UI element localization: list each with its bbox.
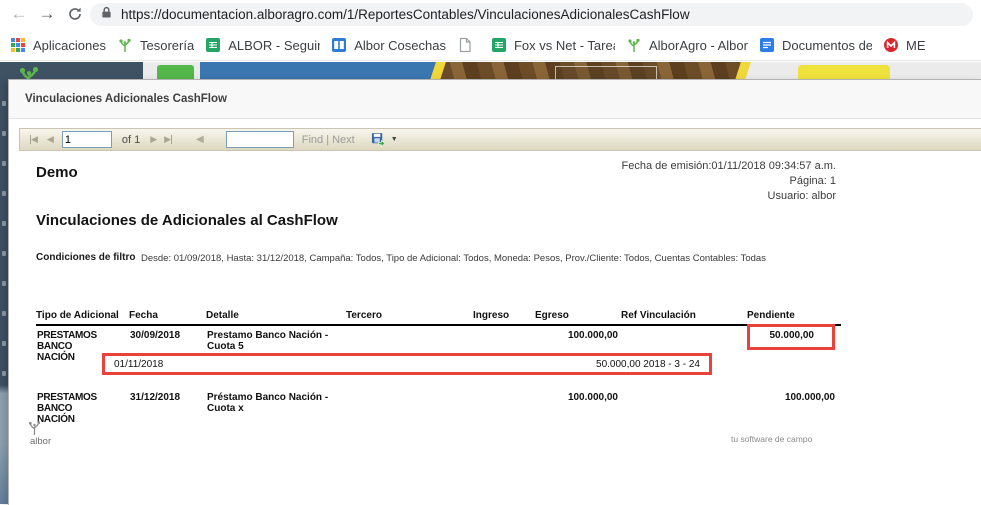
bookmark-tesoreria[interactable]: Tesorería bbox=[117, 37, 194, 53]
col-detalle: Detalle bbox=[206, 307, 346, 326]
export-icon[interactable] bbox=[371, 132, 386, 147]
sheets-icon bbox=[491, 38, 506, 52]
bookmark-label: Fox vs Net - Tareas - bbox=[513, 37, 615, 53]
table-header-row: Tipo de Adicional Fecha Detalle Tercero … bbox=[36, 307, 841, 326]
bookmark-label: ALBOR - Seguimiento bbox=[228, 37, 320, 53]
col-tercero: Tercero bbox=[346, 307, 473, 326]
bookmark-alboragro[interactable]: AlborAgro - Albor bbox=[626, 37, 748, 53]
first-page-icon[interactable]: ◀ bbox=[30, 134, 38, 144]
report-toolbar: ◀ ◀ of 1 ▶ ▶ ◀ Find | Next ▼ bbox=[19, 128, 981, 151]
background-sidebar-sliver bbox=[0, 79, 8, 504]
find-next-links[interactable]: Find | Next bbox=[301, 133, 355, 146]
window-columns-icon bbox=[332, 38, 347, 52]
bookmark-label: Albor Cosechas bbox=[354, 37, 446, 53]
albor-tree-icon bbox=[628, 38, 640, 53]
footer-tagline: tu software de campo bbox=[731, 434, 813, 444]
back-icon[interactable]: ← bbox=[10, 4, 28, 23]
forward-icon[interactable]: → bbox=[38, 4, 56, 23]
apps-grid-icon bbox=[11, 38, 25, 52]
bookmark-aplicaciones[interactable]: Aplicaciones bbox=[10, 37, 106, 53]
albor-tree-icon bbox=[119, 38, 131, 53]
page-number: Página: 1 bbox=[789, 175, 836, 187]
report-meta: Fecha de emisión:01/11/2018 09:34:57 a.m… bbox=[622, 159, 836, 204]
cell-ingreso bbox=[473, 388, 535, 426]
background-yellow-button bbox=[798, 65, 890, 80]
filter-conditions-text: Desde: 01/09/2018, Hasta: 31/12/2018, Ca… bbox=[141, 253, 766, 264]
background-header-dark bbox=[0, 62, 143, 80]
page-count-label: of 1 bbox=[121, 133, 141, 146]
bookmark-label: AlborAgro - Albor bbox=[648, 37, 748, 53]
cell-egreso: 100.000,00 bbox=[567, 392, 618, 403]
col-pendiente: Pendiente bbox=[747, 307, 841, 326]
cell-egreso: 100.000,00 bbox=[567, 330, 618, 341]
background-field-photo bbox=[440, 62, 745, 80]
col-ingreso: Ingreso bbox=[473, 307, 535, 326]
col-egreso: Egreso bbox=[535, 307, 621, 326]
cell-tipo: PRESTAMOS BANCO NACIÓN bbox=[37, 330, 97, 363]
col-ref-vinculacion: Ref Vinculación bbox=[621, 307, 713, 326]
page-number-input[interactable] bbox=[61, 131, 112, 148]
parent-report-icon[interactable]: ◀ bbox=[196, 134, 204, 145]
export-dropdown-icon[interactable]: ▼ bbox=[390, 136, 398, 143]
find-input[interactable] bbox=[225, 131, 294, 148]
linked-valor-ref: 50.000,00 2018 - 3 - 24 bbox=[596, 358, 700, 370]
bookmarks-bar: Aplicaciones Tesorería ALBOR - Seguimien… bbox=[0, 30, 981, 61]
cell-tipo: PRESTAMOS BANCO NACIÓN bbox=[37, 392, 97, 425]
cell-detalle: Préstamo Banco Nación - Cuota x bbox=[207, 392, 329, 414]
report-footer-logo: albor bbox=[26, 419, 51, 447]
background-green-button bbox=[157, 65, 194, 80]
albor-footer-icon bbox=[28, 421, 41, 435]
mega-icon bbox=[883, 38, 898, 52]
cell-fecha: 30/09/2018 bbox=[130, 330, 181, 341]
reload-icon[interactable] bbox=[62, 1, 88, 27]
bookmark-mega[interactable]: ME bbox=[883, 37, 925, 53]
sheets-icon bbox=[206, 38, 221, 52]
bookmark-label: ME bbox=[905, 37, 925, 53]
cell-fecha: 31/12/2018 bbox=[130, 392, 181, 403]
col-fecha: Fecha bbox=[129, 307, 206, 326]
modal-title: Vinculaciones Adicionales CashFlow bbox=[25, 93, 227, 105]
next-page-icon[interactable]: ▶ bbox=[150, 134, 158, 144]
docs-icon bbox=[759, 38, 774, 52]
bookmark-blank-page[interactable] bbox=[457, 37, 480, 53]
address-bar[interactable]: https://documentacion.alboragro.com/1/Re… bbox=[90, 3, 973, 26]
cell-ref bbox=[621, 388, 713, 426]
bookmark-albor-cosechas[interactable]: Albor Cosechas bbox=[331, 37, 446, 53]
emission-date: Fecha de emisión:01/11/2018 09:34:57 a.m… bbox=[621, 160, 836, 172]
report-title: Vinculaciones de Adicionales al CashFlow bbox=[36, 212, 338, 229]
url-text: https://documentacion.alboragro.com/1/Re… bbox=[121, 7, 690, 22]
bookmark-label: Aplicaciones bbox=[33, 37, 106, 53]
cell-pendiente: 100.000,00 bbox=[784, 392, 835, 403]
cell-detalle: Prestamo Banco Nación - Cuota 5 bbox=[207, 330, 329, 352]
cell-pendiente: 50.000,00 bbox=[769, 330, 815, 341]
linked-fecha: 01/11/2018 bbox=[114, 358, 164, 370]
col-tipo: Tipo de Adicional bbox=[36, 307, 129, 326]
bookmark-label: Tesorería bbox=[140, 37, 195, 53]
background-blue-banner bbox=[200, 62, 440, 80]
page-icon bbox=[459, 37, 471, 53]
report-user: Usuario: albor bbox=[767, 190, 836, 202]
bookmark-fox-vs-net[interactable]: Fox vs Net - Tareas - bbox=[491, 37, 615, 53]
table-row: PRESTAMOS BANCO NACIÓN 30/09/2018 Presta… bbox=[36, 325, 841, 364]
report-table: Tipo de Adicional Fecha Detalle Tercero … bbox=[36, 307, 841, 426]
albor-logo-icon bbox=[19, 66, 39, 80]
last-page-icon[interactable]: ▶ bbox=[164, 134, 173, 144]
modal-header: Vinculaciones Adicionales CashFlow bbox=[9, 80, 981, 119]
footer-logo-text: albor bbox=[30, 436, 52, 447]
linked-vinculacion-row-highlighted: 01/11/2018 50.000,00 2018 - 3 - 24 bbox=[102, 353, 712, 375]
report-body: Demo Fecha de emisión:01/11/2018 09:34:5… bbox=[9, 152, 981, 505]
prev-page-icon[interactable]: ◀ bbox=[46, 134, 54, 144]
report-viewer-modal: Vinculaciones Adicionales CashFlow ◀ ◀ o… bbox=[8, 79, 981, 505]
bookmark-albor-seguimiento[interactable]: ALBOR - Seguimiento bbox=[205, 37, 320, 53]
bookmark-label: Documentos de Goog bbox=[781, 37, 872, 53]
table-row: PRESTAMOS BANCO NACIÓN 31/12/2018 Présta… bbox=[36, 388, 841, 426]
padlock-icon bbox=[101, 6, 112, 24]
report-company: Demo bbox=[36, 164, 78, 181]
bookmark-documentos[interactable]: Documentos de Goog bbox=[759, 37, 872, 53]
browser-nav-bar: ← → https://documentacion.alboragro.com/… bbox=[0, 0, 981, 30]
cell-tercero bbox=[346, 388, 473, 426]
filter-conditions-label: Condiciones de filtro bbox=[36, 252, 136, 263]
background-page-strip bbox=[0, 62, 981, 80]
